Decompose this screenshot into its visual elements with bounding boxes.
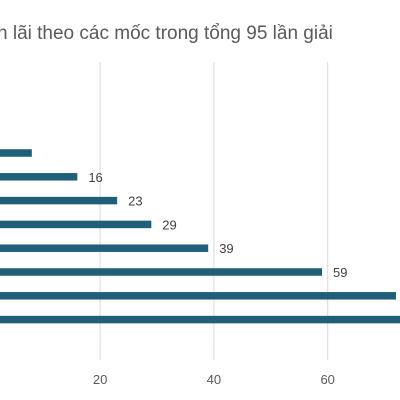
data-labels: 162329395972 bbox=[88, 170, 347, 280]
bar-0 bbox=[0, 149, 32, 157]
data-label-4: 39 bbox=[219, 241, 233, 256]
chart-title: n lãi theo các mốc trong tổng 95 lần giả… bbox=[0, 23, 333, 44]
bar-7 bbox=[0, 315, 400, 324]
data-label-2: 23 bbox=[128, 194, 142, 209]
data-label-3: 29 bbox=[162, 217, 176, 232]
bars bbox=[0, 149, 400, 324]
x-tick-label-60: 60 bbox=[320, 372, 334, 387]
data-label-1: 16 bbox=[88, 170, 102, 185]
bar-2 bbox=[0, 196, 118, 205]
data-label-5: 59 bbox=[333, 265, 347, 280]
bar-4 bbox=[0, 244, 209, 252]
x-tick-label-40: 40 bbox=[207, 372, 221, 387]
bar-3 bbox=[0, 220, 152, 229]
x-tick-label-20: 20 bbox=[93, 372, 107, 387]
x-axis-ticks: 20406080 bbox=[93, 372, 335, 387]
bar-5 bbox=[0, 268, 323, 276]
bar-6 bbox=[0, 292, 396, 300]
gridlines bbox=[99, 62, 329, 360]
bar-1 bbox=[0, 173, 78, 181]
